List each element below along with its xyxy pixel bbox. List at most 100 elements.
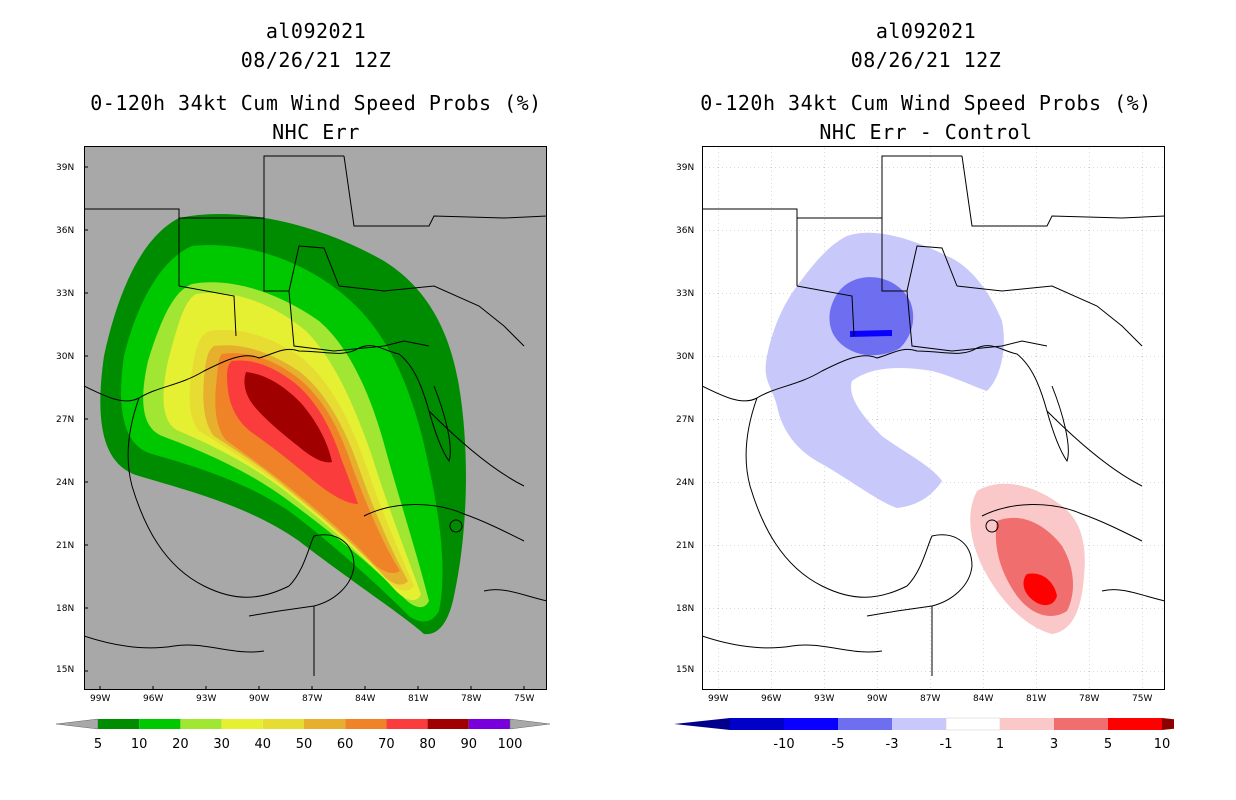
colorbar-label: 30: [213, 737, 230, 752]
lon-label: 84W: [355, 694, 376, 704]
lat-label: 15N: [676, 665, 695, 675]
lon-label: 78W: [1079, 694, 1100, 704]
left-probability-map: [84, 146, 547, 690]
lon-label: 81W: [1026, 694, 1047, 704]
colorbar-label: -10: [773, 737, 795, 752]
right-title: 0-120h 34kt Cum Wind Speed Probs (%): [700, 91, 1152, 115]
right-datetime: 08/26/21 12Z: [850, 48, 1002, 72]
lat-label: 24N: [56, 478, 75, 488]
lon-label: 93W: [196, 694, 217, 704]
colorbar-box: [139, 719, 181, 729]
colorbar-end-high: [509, 718, 551, 730]
left-lat-axis: 39N 36N 33N 30N 27N 24N 21N 18N 15N: [56, 160, 82, 690]
right-subtitle: NHC Err - Control: [819, 120, 1033, 144]
lat-label: 21N: [56, 541, 75, 551]
colorbar-box: [262, 719, 304, 729]
colorbar-box: [98, 719, 140, 729]
colorbar-box: [838, 718, 892, 730]
lat-label: 33N: [676, 289, 695, 299]
lat-label: 39N: [56, 163, 75, 173]
left-map-outlines: [84, 155, 547, 676]
colorbar-label: 5: [93, 737, 103, 752]
colorbar-box: [221, 719, 263, 729]
lat-label: 36N: [676, 226, 695, 236]
lat-label: 27N: [56, 415, 75, 425]
lon-label: 75W: [1132, 694, 1153, 704]
colorbar-label: 1: [995, 737, 1005, 752]
colorbar-label: 80: [419, 737, 436, 752]
lon-label: 87W: [302, 694, 323, 704]
left-map-frame: [84, 146, 547, 690]
lon-label: 87W: [920, 694, 941, 704]
right-map-gridlines: [702, 146, 1165, 690]
lon-label: 81W: [408, 694, 429, 704]
lon-label: 93W: [814, 694, 835, 704]
colorbar-box: [892, 718, 946, 730]
diff-neg-3-region: [829, 277, 914, 356]
colorbar-box: [730, 718, 784, 730]
lon-label: 96W: [143, 694, 164, 704]
colorbar-label: 40: [254, 737, 272, 752]
lon-label: 90W: [867, 694, 888, 704]
colorbar-box: [1054, 718, 1108, 730]
right-storm-id: al092021: [875, 19, 977, 43]
right-difference-map: [702, 146, 1165, 690]
colorbar-end-low: [674, 718, 730, 730]
lon-label: 99W: [90, 694, 111, 704]
lat-label: 18N: [676, 604, 695, 614]
lat-label: 21N: [676, 541, 695, 551]
diff-pos-5-region: [1023, 573, 1057, 606]
colorbar-label: 60: [336, 737, 354, 752]
lon-label: 99W: [708, 694, 729, 704]
lat-label: 30N: [56, 352, 75, 362]
colorbar-label: -3: [885, 737, 899, 752]
left-subtitle: NHC Err: [272, 120, 360, 144]
colorbar-end-low: [56, 718, 99, 730]
colorbar-label: 50: [295, 737, 313, 752]
diff-neg-5-region: [850, 330, 892, 337]
lon-label: 90W: [249, 694, 270, 704]
colorbar-label: -1: [939, 737, 953, 752]
right-map-outlines: [702, 155, 1165, 676]
colorbar-box: [1108, 718, 1162, 730]
colorbar-label: 100: [497, 737, 523, 752]
colorbar-label: 10: [130, 737, 148, 752]
colorbar-end-high: [1162, 718, 1174, 730]
lat-label: 18N: [56, 604, 75, 614]
left-datetime: 08/26/21 12Z: [240, 48, 392, 72]
colorbar-label: -5: [831, 737, 845, 752]
lon-label: 84W: [973, 694, 994, 704]
lat-label: 27N: [676, 415, 695, 425]
colorbar-box: [784, 718, 838, 730]
colorbar-label: 20: [172, 737, 189, 752]
left-colorbar: [56, 718, 551, 730]
left-lon-axis: 99W 96W 93W 90W 87W 84W 81W 78W 75W: [84, 694, 548, 708]
lat-label: 15N: [56, 665, 75, 675]
lat-label: 33N: [56, 289, 75, 299]
colorbar-box: [427, 719, 469, 729]
colorbar-box: [345, 719, 387, 729]
colorbar-box: [304, 719, 346, 729]
colorbar-box: [468, 719, 510, 729]
colorbar-label: 70: [378, 737, 395, 752]
lat-label: 36N: [56, 226, 75, 236]
prob-90-region: [244, 372, 332, 463]
colorbar-box: [180, 719, 222, 729]
colorbar-label: 5: [1103, 737, 1113, 752]
lon-label: 78W: [461, 694, 482, 704]
colorbar-label: 10: [1153, 737, 1171, 752]
lon-label: 75W: [514, 694, 535, 704]
left-title: 0-120h 34kt Cum Wind Speed Probs (%): [90, 91, 542, 115]
right-colorbar: [674, 717, 1174, 731]
right-lat-axis: 39N 36N 33N 30N 27N 24N 21N 18N 15N: [676, 160, 702, 690]
right-map-frame: [702, 146, 1165, 690]
colorbar-label: 3: [1049, 737, 1059, 752]
right-lon-axis: 99W 96W 93W 90W 87W 84W 81W 78W 75W: [702, 694, 1166, 708]
left-storm-id: al092021: [265, 19, 367, 43]
lat-label: 39N: [676, 163, 695, 173]
lat-label: 30N: [676, 352, 695, 362]
colorbar-box: [1000, 718, 1054, 730]
colorbar-box: [945, 717, 1001, 731]
colorbar-label: 90: [460, 737, 478, 752]
lat-label: 24N: [676, 478, 695, 488]
